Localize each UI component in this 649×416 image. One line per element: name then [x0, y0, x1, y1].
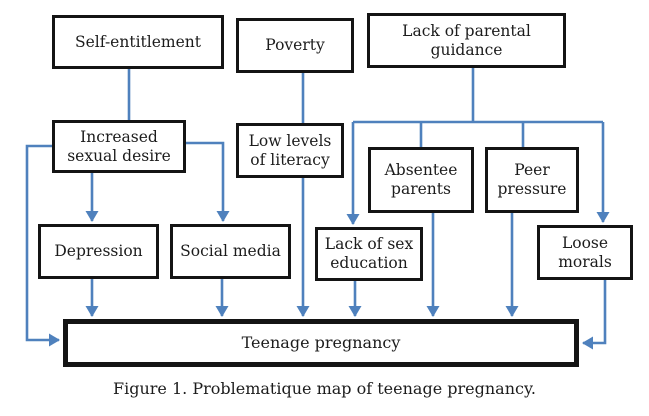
node-lack-of-parental-guidance: Lack of parental guidance	[367, 13, 566, 68]
node-social-media: Social media	[170, 224, 291, 279]
node-label: Low levels of literacy	[248, 131, 332, 169]
node-label: Self-entitlement	[75, 32, 201, 51]
node-label: Peer pressure	[497, 161, 567, 198]
node-label: Depression	[54, 242, 143, 261]
node-label: Teenage pregnancy	[241, 333, 401, 353]
node-self-entitlement: Self-entitlement	[52, 15, 224, 69]
node-low-levels-of-literacy: Low levels of literacy	[236, 123, 344, 178]
figure-caption: Figure 1. Problematique map of teenage p…	[113, 379, 536, 398]
node-label: Increased sexual desire	[67, 127, 171, 165]
node-label: Absentee parents	[384, 161, 458, 198]
node-loose-morals: Loose morals	[537, 225, 633, 280]
node-lack-of-sex-education: Lack of sex education	[315, 227, 423, 281]
node-label: Social media	[180, 242, 281, 261]
node-increased-sexual-desire: Increased sexual desire	[52, 120, 186, 173]
node-label: Lack of sex education	[324, 235, 414, 272]
node-teenage-pregnancy: Teenage pregnancy	[63, 319, 579, 367]
node-label: Loose morals	[558, 233, 612, 271]
node-peer-pressure: Peer pressure	[485, 147, 579, 213]
node-absentee-parents: Absentee parents	[368, 147, 474, 213]
node-depression: Depression	[38, 224, 159, 279]
node-label: Lack of parental guidance	[402, 21, 531, 59]
node-poverty: Poverty	[236, 18, 354, 73]
node-label: Poverty	[265, 36, 325, 55]
